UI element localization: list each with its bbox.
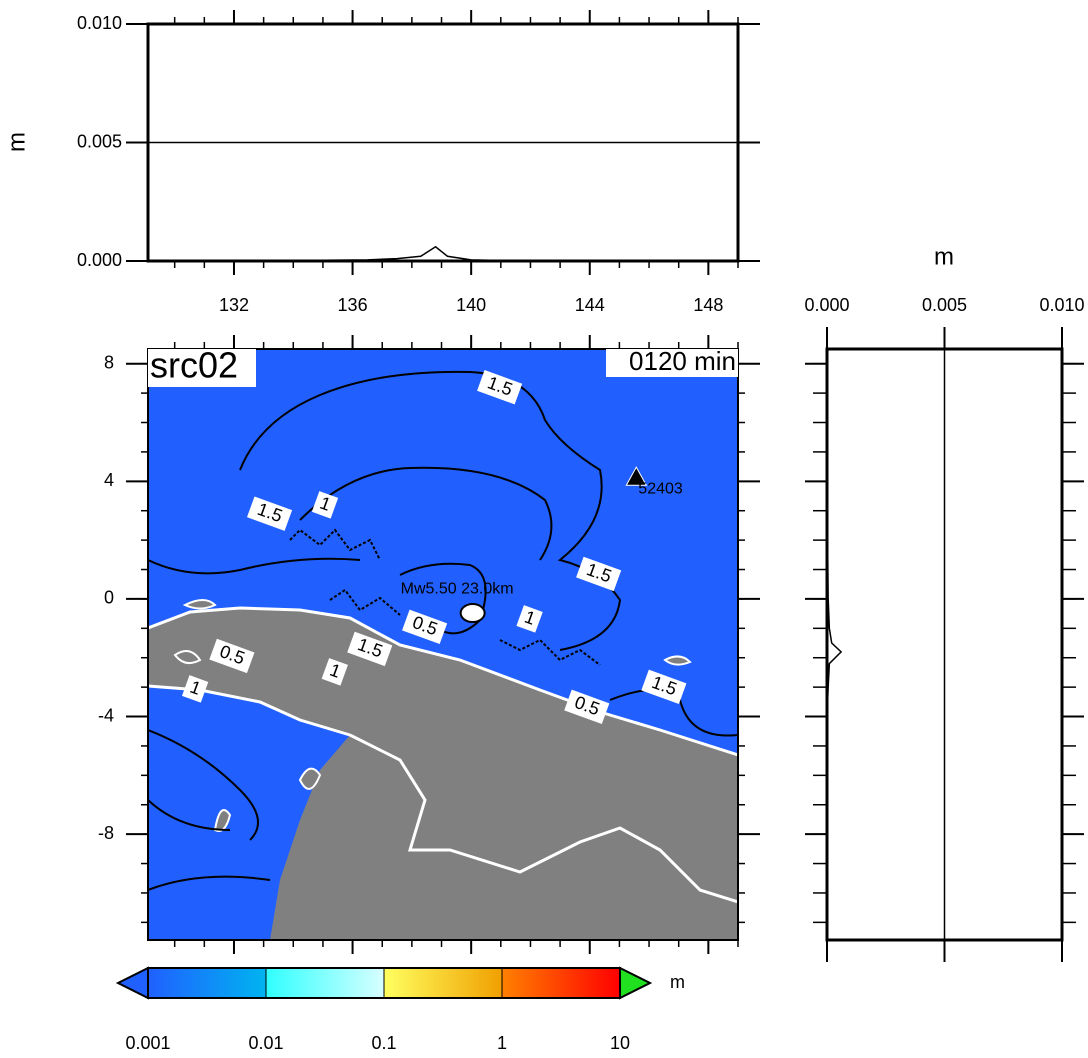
station-label: 52403 [638, 480, 683, 497]
y-tick-label: -8 [98, 823, 114, 843]
x-tick-label: 140 [456, 295, 486, 315]
map-base: 1.51.5 11.50.5 11.510.51 1.50.552403Mw5.50 … [148, 349, 738, 940]
map-subtitle: 0120 min [629, 346, 736, 376]
contour-label-box [209, 638, 255, 674]
colorbar-segment [266, 968, 384, 998]
colorbar-segment [384, 968, 502, 998]
title-box [148, 349, 256, 387]
contour-label-box [477, 370, 523, 405]
contour-label-box [321, 658, 348, 686]
contour-label-box [516, 605, 543, 633]
x-tick-label: 0.010 [1039, 295, 1084, 315]
map-title: src02 [150, 345, 238, 386]
contour-line [289, 528, 601, 666]
contour-line [299, 466, 553, 561]
colorbar-under [115, 966, 149, 1000]
x-tick-label: 0.005 [922, 295, 967, 315]
profile-line [148, 245, 738, 262]
x-tick-label: 144 [575, 295, 605, 315]
border-line [349, 733, 738, 904]
colorbar-unit: m [670, 972, 685, 992]
contour-label-box [247, 496, 293, 531]
coastline [148, 606, 738, 757]
colorbar-tick-label: 0.01 [248, 1033, 283, 1053]
profile-line [826, 349, 843, 940]
y-tick-label: 4 [104, 470, 114, 490]
subtitle-box [606, 349, 738, 377]
y-tick-label: 0.010 [77, 13, 122, 33]
x-tick-label: 148 [693, 295, 723, 315]
contour-line [148, 557, 738, 891]
colorbar-tick-label: 1 [497, 1033, 507, 1053]
y-tick-label: 0.005 [77, 131, 122, 151]
colorbar-segment [502, 968, 620, 998]
contour-line [399, 562, 487, 635]
contour-label-box [576, 556, 622, 592]
y-tick-label: 0.000 [77, 250, 122, 270]
map-frame [147, 348, 739, 941]
colorbar-tick-label: 10 [610, 1033, 630, 1053]
coastline [148, 684, 351, 737]
contour-label-box [181, 675, 209, 703]
x-axis-label: m [934, 243, 954, 270]
contour-label-box [641, 669, 687, 705]
epicenter-label: Mw5.50 23.0km [401, 580, 514, 597]
x-tick-label: 136 [338, 295, 368, 315]
x-tick-label: 132 [219, 295, 249, 315]
y-axis-label: m [3, 132, 30, 152]
y-tick-label: 8 [104, 352, 114, 372]
colorbar-tick-label: 0.001 [125, 1033, 170, 1053]
station-marker [625, 466, 648, 486]
contour-label-box [564, 689, 610, 725]
land [148, 608, 738, 940]
colorbar-tick-label: 0.1 [371, 1033, 396, 1053]
y-tick-label: 0 [104, 588, 114, 608]
island [173, 599, 692, 832]
contour-label-box [402, 609, 448, 645]
contour-label-box [311, 491, 339, 519]
colorbar-over [619, 966, 653, 1000]
epicenter-marker [459, 603, 486, 624]
colorbar-segment [148, 968, 266, 998]
x-tick-label: 0.000 [804, 295, 849, 315]
contour-label-box [347, 631, 393, 667]
y-tick-label: -4 [98, 705, 114, 725]
